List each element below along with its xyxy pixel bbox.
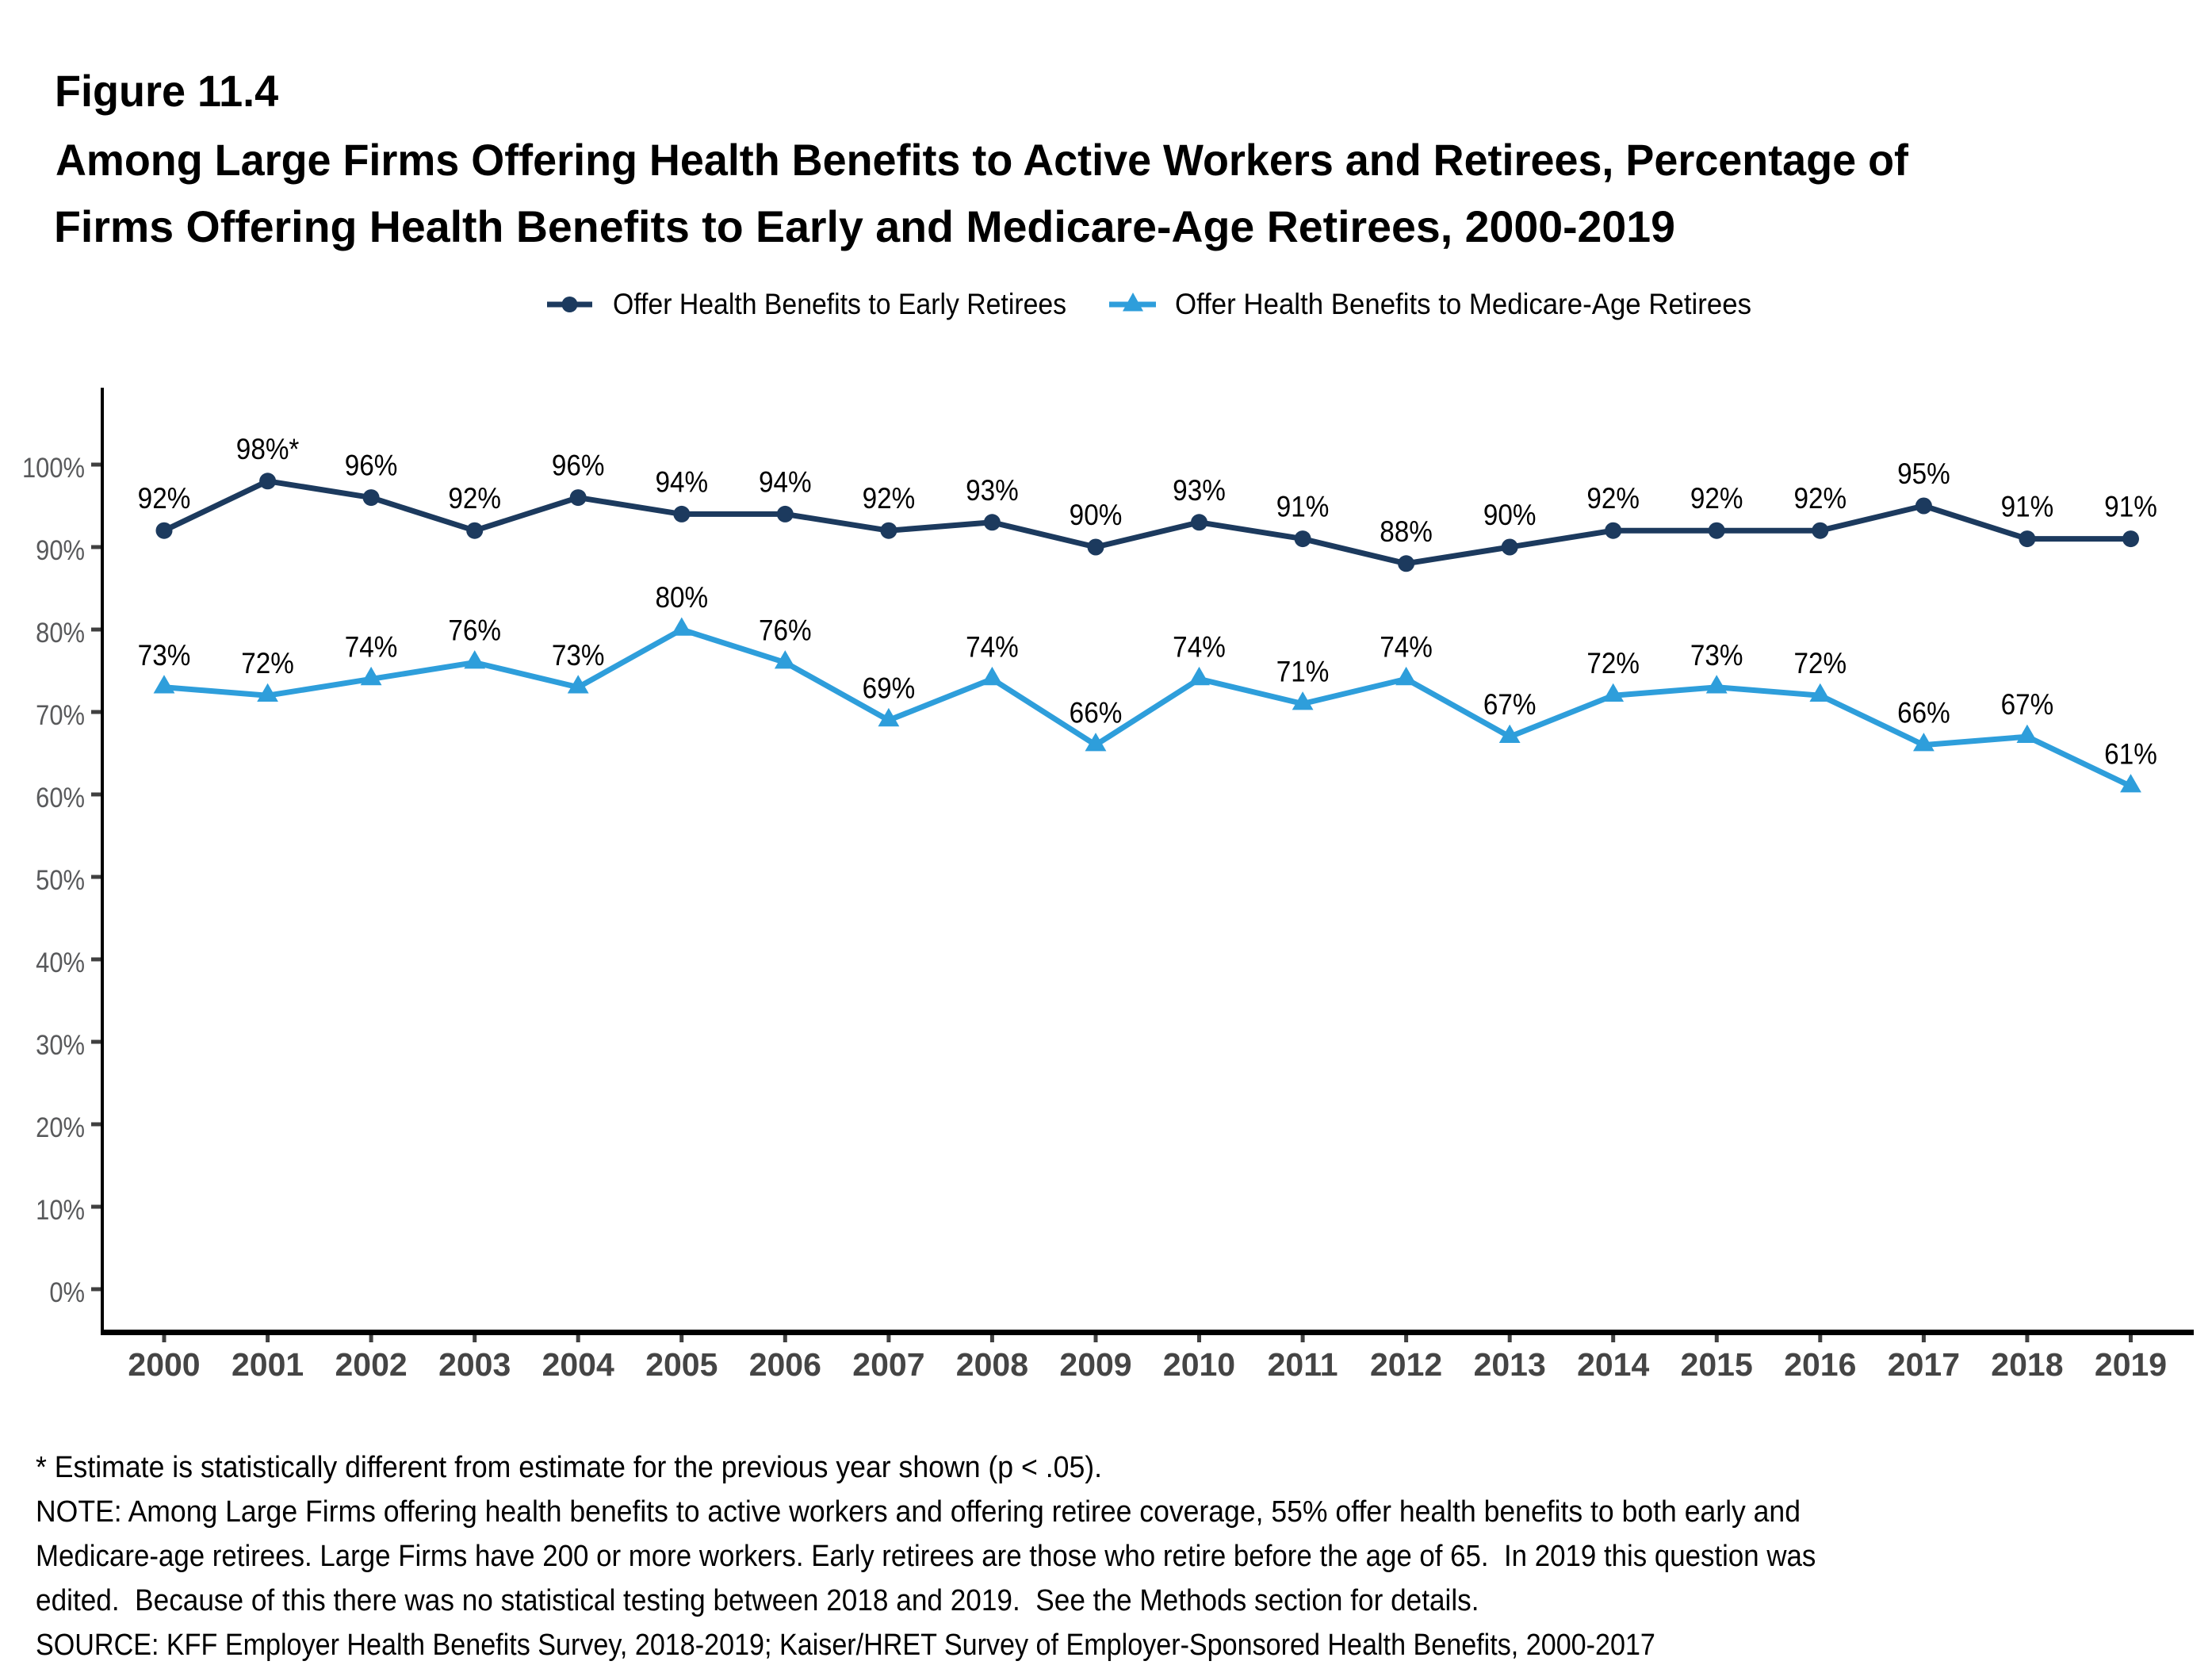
svg-text:92%: 92% — [1586, 483, 1640, 515]
svg-text:72%: 72% — [1586, 648, 1640, 680]
svg-text:74%: 74% — [1380, 631, 1433, 664]
svg-text:92%: 92% — [863, 483, 916, 515]
svg-text:2003: 2003 — [438, 1346, 511, 1383]
svg-text:71%: 71% — [1276, 656, 1330, 688]
svg-text:90%: 90% — [36, 534, 85, 565]
svg-text:2000: 2000 — [128, 1346, 200, 1383]
svg-text:2004: 2004 — [542, 1346, 614, 1383]
svg-text:74%: 74% — [345, 631, 398, 664]
svg-text:91%: 91% — [2001, 491, 2054, 523]
svg-text:2013: 2013 — [1474, 1346, 1546, 1383]
svg-text:93%: 93% — [1173, 474, 1226, 507]
svg-text:2007: 2007 — [852, 1346, 924, 1383]
svg-text:90%: 90% — [1483, 499, 1537, 531]
svg-text:69%: 69% — [863, 672, 916, 705]
svg-text:50%: 50% — [36, 864, 85, 895]
svg-text:66%: 66% — [1070, 697, 1123, 729]
svg-text:66%: 66% — [1897, 697, 1950, 729]
svg-text:20%: 20% — [36, 1112, 85, 1143]
svg-text:40%: 40% — [36, 947, 85, 978]
svg-text:80%: 80% — [36, 617, 85, 648]
svg-text:73%: 73% — [1690, 639, 1743, 672]
svg-text:67%: 67% — [2001, 689, 2054, 722]
svg-text:80%: 80% — [655, 581, 708, 614]
svg-text:2002: 2002 — [335, 1346, 407, 1383]
svg-text:88%: 88% — [1380, 515, 1433, 548]
svg-text:2015: 2015 — [1681, 1346, 1753, 1383]
svg-text:92%: 92% — [1793, 483, 1847, 515]
svg-text:91%: 91% — [2104, 491, 2157, 523]
svg-text:0%: 0% — [49, 1276, 85, 1307]
svg-text:76%: 76% — [759, 614, 812, 647]
svg-text:2017: 2017 — [1888, 1346, 1960, 1383]
svg-text:2011: 2011 — [1268, 1346, 1338, 1383]
svg-text:92%: 92% — [1690, 483, 1743, 515]
svg-text:10%: 10% — [36, 1194, 85, 1225]
svg-text:93%: 93% — [966, 474, 1019, 507]
svg-text:95%: 95% — [1897, 457, 1950, 490]
svg-text:70%: 70% — [36, 699, 85, 730]
svg-text:100%: 100% — [22, 452, 85, 483]
svg-text:94%: 94% — [655, 466, 708, 499]
svg-text:2005: 2005 — [645, 1346, 718, 1383]
svg-text:96%: 96% — [552, 450, 605, 482]
svg-text:2009: 2009 — [1059, 1346, 1131, 1383]
svg-text:2012: 2012 — [1370, 1346, 1442, 1383]
svg-text:2014: 2014 — [1577, 1346, 1649, 1383]
svg-text:2001: 2001 — [232, 1346, 304, 1383]
svg-text:2008: 2008 — [956, 1346, 1028, 1383]
svg-text:91%: 91% — [1276, 491, 1330, 523]
svg-text:2018: 2018 — [1991, 1346, 2063, 1383]
svg-text:2016: 2016 — [1784, 1346, 1856, 1383]
svg-text:61%: 61% — [2104, 738, 2157, 771]
svg-text:72%: 72% — [241, 648, 294, 680]
svg-text:92%: 92% — [448, 483, 501, 515]
svg-text:90%: 90% — [1070, 499, 1123, 531]
svg-text:67%: 67% — [1483, 689, 1537, 722]
svg-text:94%: 94% — [759, 466, 812, 499]
svg-text:2019: 2019 — [2095, 1346, 2167, 1383]
svg-text:76%: 76% — [448, 614, 501, 647]
svg-text:92%: 92% — [138, 483, 191, 515]
svg-text:60%: 60% — [36, 782, 85, 813]
svg-text:73%: 73% — [552, 639, 605, 672]
svg-text:98%*: 98%* — [236, 433, 300, 465]
svg-text:2006: 2006 — [749, 1346, 821, 1383]
svg-text:2010: 2010 — [1163, 1346, 1235, 1383]
svg-text:73%: 73% — [138, 639, 191, 672]
svg-text:30%: 30% — [36, 1029, 85, 1060]
svg-text:72%: 72% — [1793, 648, 1847, 680]
svg-text:96%: 96% — [345, 450, 398, 482]
svg-text:74%: 74% — [1173, 631, 1226, 664]
svg-text:74%: 74% — [966, 631, 1019, 664]
